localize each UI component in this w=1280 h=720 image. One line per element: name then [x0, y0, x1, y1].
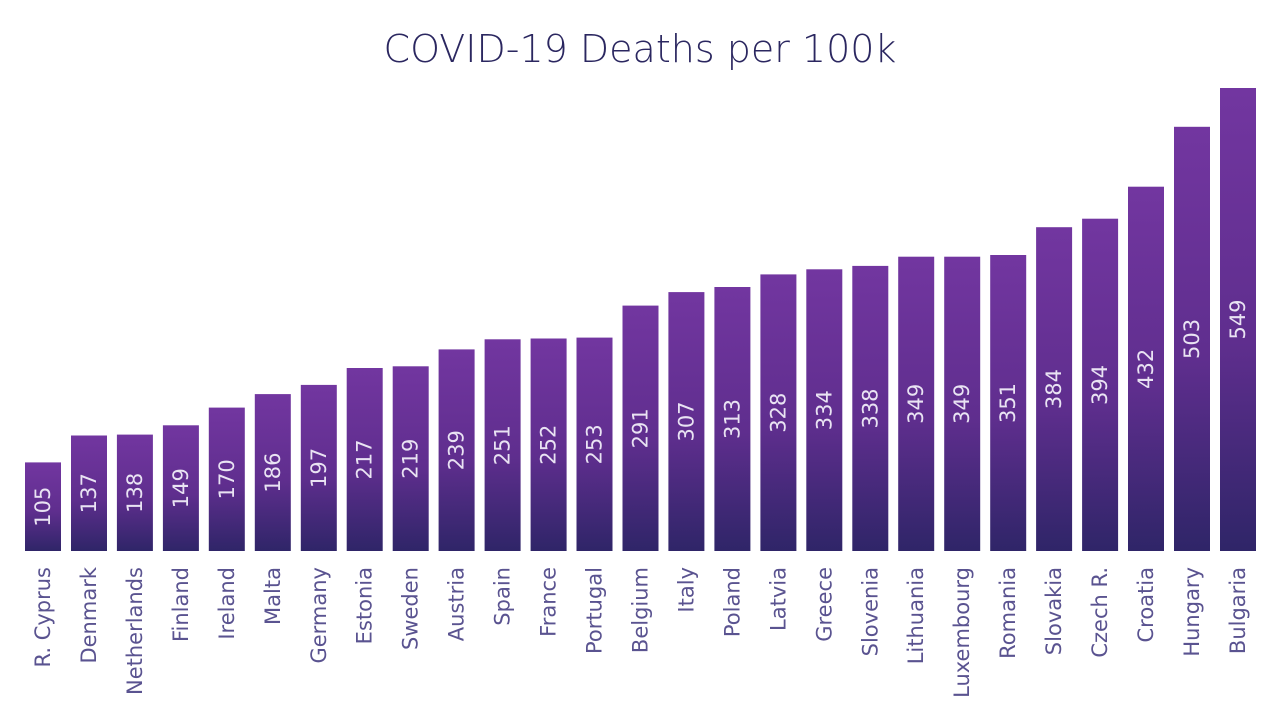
- category-label: Ireland: [215, 567, 239, 640]
- category-label: Slovakia: [1042, 567, 1066, 655]
- bar-greece: [806, 269, 843, 551]
- bar-malta: [254, 394, 291, 551]
- bar-finland: [162, 425, 199, 551]
- bar-portugal: [576, 337, 613, 551]
- bar-france: [530, 338, 567, 551]
- bar-austria: [438, 349, 475, 551]
- bars-group: [25, 88, 1256, 552]
- bar-lithuania: [898, 256, 935, 551]
- category-label: Slovenia: [858, 567, 882, 656]
- category-label: Spain: [491, 567, 515, 626]
- bar-luxembourg: [944, 256, 981, 551]
- category-label: R. Cyprus: [31, 567, 55, 668]
- value-label: 197: [307, 448, 331, 488]
- value-label: 307: [674, 401, 698, 441]
- bar-spain: [484, 339, 521, 551]
- bar-r-cyprus: [25, 462, 61, 551]
- category-label: Sweden: [399, 567, 423, 650]
- value-label: 313: [720, 399, 744, 439]
- category-label: Finland: [169, 567, 193, 642]
- category-label: Germany: [307, 567, 331, 664]
- value-label: 138: [123, 473, 147, 513]
- value-label: 328: [766, 393, 790, 433]
- category-label: France: [537, 567, 561, 637]
- category-label: Latvia: [766, 567, 790, 631]
- value-label: 186: [261, 453, 285, 493]
- value-label: 149: [169, 468, 193, 508]
- category-label: Luxembourg: [950, 567, 974, 698]
- category-label: Malta: [261, 567, 285, 625]
- category-label: Denmark: [77, 566, 101, 663]
- bar-italy: [668, 292, 705, 551]
- value-label: 384: [1042, 369, 1066, 409]
- value-label: 291: [629, 408, 653, 448]
- chart-title: COVID-19 Deaths per 100k: [384, 27, 897, 71]
- bar-ireland: [208, 407, 245, 551]
- bar-poland: [714, 287, 751, 551]
- bar-croatia: [1128, 186, 1164, 551]
- bar-slovenia: [852, 265, 889, 551]
- value-labels-group: 105 137 138 149 170 186 197 217 219 239 251 252 253 2…: [31, 299, 1250, 526]
- bar-denmark: [71, 435, 107, 551]
- category-label: Greece: [812, 567, 836, 642]
- category-label: Belgium: [629, 567, 653, 653]
- value-label: 217: [353, 439, 377, 479]
- bar-bulgaria: [1220, 88, 1256, 551]
- bar-germany: [300, 384, 337, 551]
- category-label: Austria: [445, 567, 469, 641]
- value-label: 351: [996, 383, 1020, 423]
- value-label: 251: [491, 425, 515, 465]
- category-label: Estonia: [353, 567, 377, 644]
- value-label: 394: [1088, 365, 1112, 405]
- value-label: 349: [950, 384, 974, 424]
- value-label: 105: [31, 487, 55, 527]
- category-label: Czech R.: [1088, 567, 1112, 658]
- category-label: Bulgaria: [1226, 567, 1250, 654]
- category-label: Hungary: [1180, 567, 1204, 657]
- bar-romania: [990, 255, 1027, 551]
- bar-latvia: [760, 274, 797, 551]
- bar-estonia: [346, 368, 383, 551]
- category-label: Lithuania: [904, 567, 928, 664]
- category-label: Italy: [674, 567, 698, 613]
- value-label: 137: [77, 473, 101, 513]
- category-label: Romania: [996, 567, 1020, 659]
- bar-hungary: [1174, 126, 1210, 552]
- value-label: 252: [537, 425, 561, 465]
- bar-czech-r: [1082, 218, 1119, 551]
- category-label: Croatia: [1134, 567, 1158, 643]
- value-label: 349: [904, 384, 928, 424]
- value-label: 334: [812, 390, 836, 430]
- value-label: 219: [399, 439, 423, 479]
- category-label: Portugal: [583, 567, 607, 654]
- bar-sweden: [392, 366, 429, 551]
- value-label: 432: [1134, 349, 1158, 389]
- category-label: Netherlands: [123, 567, 147, 695]
- value-label: 549: [1226, 299, 1250, 339]
- category-label: Poland: [720, 567, 744, 637]
- value-label: 338: [858, 388, 882, 428]
- bar-belgium: [622, 305, 659, 551]
- value-label: 239: [445, 430, 469, 470]
- bar-netherlands: [116, 434, 153, 551]
- category-labels-group: R. Cyprus Denmark Netherlands Finland Irelan…: [31, 566, 1250, 698]
- value-label: 253: [583, 424, 607, 464]
- value-label: 503: [1180, 319, 1204, 359]
- bar-slovakia: [1036, 227, 1073, 551]
- value-label: 170: [215, 459, 239, 499]
